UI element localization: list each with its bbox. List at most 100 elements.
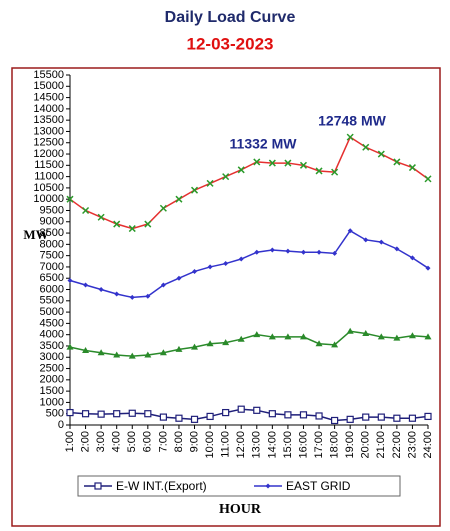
data-point [425, 265, 431, 271]
data-point [223, 261, 229, 267]
chart-subtitle: 12-03-2023 [187, 34, 274, 53]
legend-label: E-W INT.(Export) [116, 479, 207, 493]
data-point [268, 333, 276, 340]
data-point [253, 331, 261, 338]
y-tick-label: 4500 [40, 317, 64, 329]
x-tick-label: 17:00 [313, 431, 325, 459]
data-point [269, 247, 275, 253]
data-point [175, 195, 183, 203]
y-tick-label: 4000 [40, 329, 64, 341]
data-point [192, 268, 198, 274]
data-point [237, 166, 245, 174]
data-point [378, 239, 384, 245]
y-tick-label: 3500 [40, 340, 64, 352]
data-point [254, 249, 260, 255]
y-tick-label: 5000 [40, 306, 64, 318]
x-tick-label: 18:00 [329, 431, 341, 459]
x-tick-label: 9:00 [188, 431, 200, 452]
x-tick-label: 4:00 [111, 431, 123, 452]
data-point [408, 332, 416, 339]
data-point [129, 294, 135, 300]
y-tick-label: 12500 [33, 137, 64, 149]
data-point [175, 345, 183, 352]
y-tick-label: 14000 [33, 103, 64, 115]
data-point [144, 351, 152, 358]
data-point [128, 225, 136, 233]
x-tick-label: 11:00 [220, 431, 232, 458]
y-tick-label: 6000 [40, 283, 64, 295]
y-tick-label: 500 [46, 408, 64, 420]
x-tick-label: 23:00 [406, 431, 418, 459]
data-point [346, 133, 354, 141]
data-point [237, 405, 245, 413]
data-point [97, 410, 105, 418]
y-tick-label: 2500 [40, 362, 64, 374]
data-point [424, 333, 432, 340]
x-tick-label: 8:00 [173, 431, 185, 452]
data-point [222, 173, 230, 181]
data-point [66, 343, 74, 350]
data-point [190, 186, 199, 194]
legend [77, 475, 401, 497]
data-point [394, 246, 400, 252]
x-tick-label: 10:00 [204, 431, 216, 459]
x-tick-label: 14:00 [266, 431, 278, 459]
x-tick-label: 13:00 [251, 431, 263, 459]
y-axis-label: MW [23, 227, 48, 242]
data-point [268, 410, 276, 418]
data-point [82, 346, 90, 353]
data-point [284, 159, 292, 167]
y-tick-label: 15000 [33, 80, 64, 92]
series-line [69, 229, 429, 299]
data-point [128, 409, 136, 417]
data-point [66, 195, 74, 203]
y-tick-label: 9000 [40, 216, 64, 228]
data-point [144, 220, 152, 228]
data-point [300, 249, 306, 255]
data-point [97, 349, 105, 356]
data-point [362, 413, 370, 421]
data-point [315, 340, 323, 347]
y-tick-label: 7000 [40, 261, 64, 273]
x-tick-label: 2:00 [79, 431, 91, 452]
annotation: 11332 MW [230, 136, 298, 152]
annotation: 12748 MW [318, 113, 386, 129]
data-point [362, 330, 370, 337]
y-tick-label: 0 [58, 419, 64, 431]
data-point [346, 327, 354, 334]
y-tick-label: 7500 [40, 250, 64, 262]
data-point [253, 158, 261, 166]
x-tick-label: 20:00 [360, 431, 372, 459]
data-point [206, 412, 214, 421]
y-tick-label: 2000 [40, 374, 64, 386]
data-point [67, 277, 73, 283]
data-point [347, 228, 353, 234]
data-point [113, 351, 121, 358]
data-point [176, 275, 182, 281]
data-point [159, 349, 167, 356]
x-tick-label: 3:00 [95, 431, 107, 452]
x-tick-label: 6:00 [142, 431, 154, 452]
y-tick-label: 6500 [40, 272, 64, 284]
x-tick-label: 19:00 [344, 431, 356, 459]
data-point [128, 352, 136, 359]
y-tick-label: 12000 [33, 148, 64, 160]
data-point [237, 335, 245, 342]
y-tick-label: 5500 [40, 295, 64, 307]
data-point [113, 410, 121, 418]
chart-border [11, 67, 441, 527]
data-point [222, 408, 230, 417]
x-tick-label: 7:00 [157, 431, 169, 452]
chart-title: Daily Load Curve [165, 9, 296, 26]
y-tick-label: 13000 [33, 125, 64, 137]
series-line [69, 330, 429, 357]
data-point [145, 293, 151, 299]
data-point [66, 408, 74, 417]
data-point [393, 334, 401, 341]
data-point [424, 175, 432, 183]
data-point [113, 220, 121, 228]
data-point [159, 204, 167, 212]
x-tick-label: 5:00 [126, 431, 138, 452]
data-point [332, 250, 338, 256]
data-point [114, 291, 120, 297]
